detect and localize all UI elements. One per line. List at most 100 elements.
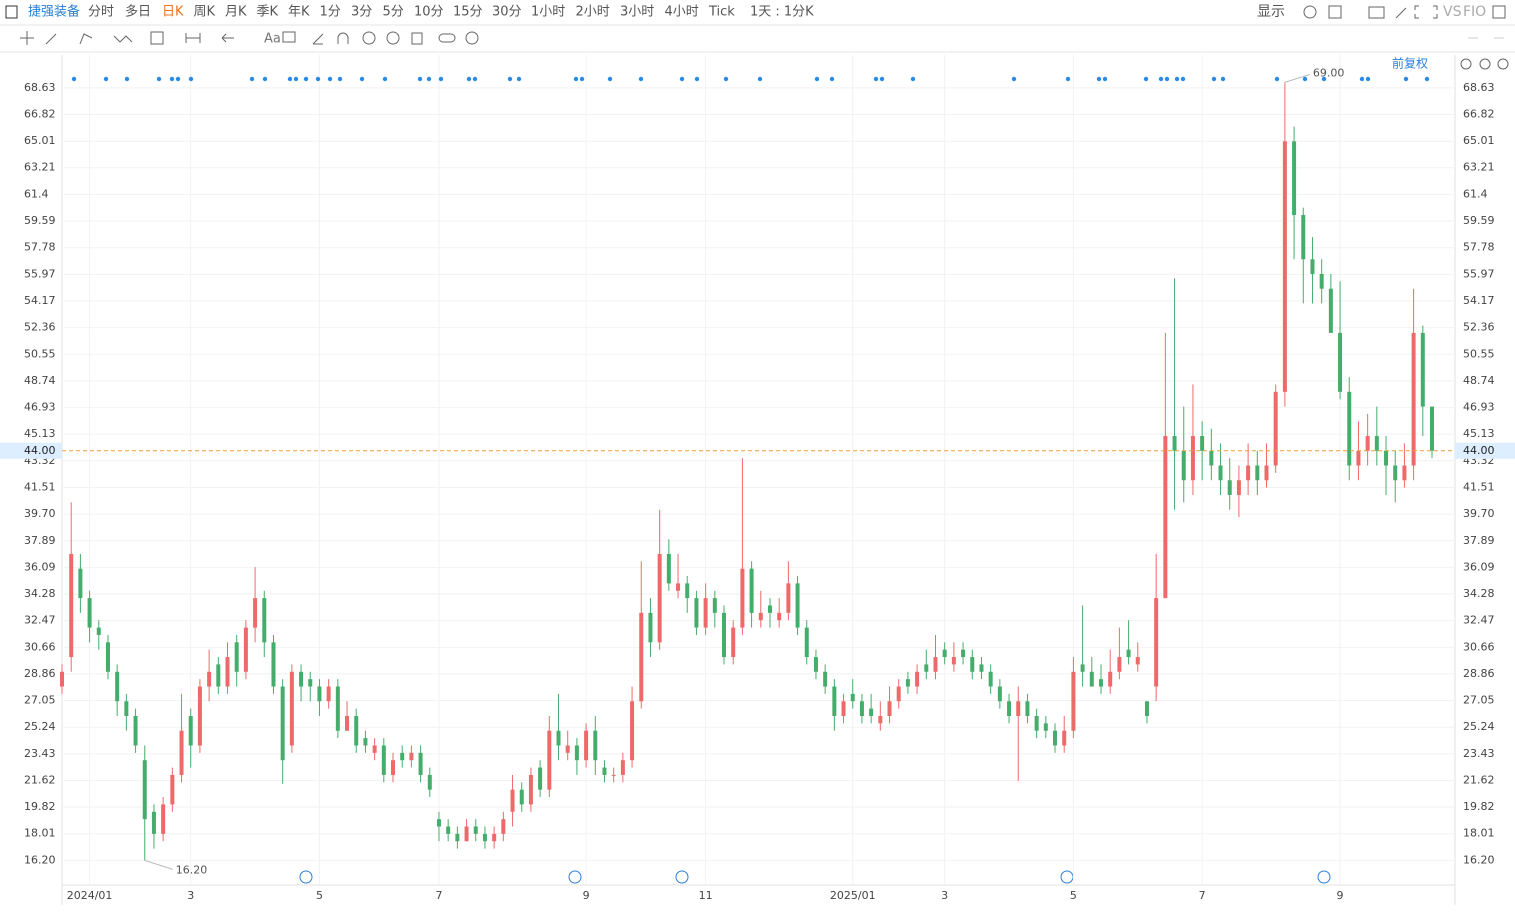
event-dot[interactable] [293,76,299,82]
event-dot[interactable] [1096,76,1102,82]
symbol-name[interactable]: 捷强装备 [28,4,80,20]
eye-tool[interactable] [386,31,400,45]
event-dot[interactable] [879,76,885,82]
period-tab[interactable]: 4小时 [665,5,699,20]
event-dot[interactable] [679,76,685,82]
adjust-label[interactable]: 前复权 [1392,56,1428,71]
settings-tool[interactable] [465,31,479,45]
period-tab[interactable]: 1天 : 1分K [750,5,814,20]
period-tab[interactable]: 年K [288,5,310,20]
event-dot[interactable] [873,76,879,82]
magnet-tool[interactable] [337,32,349,44]
earnings-marker[interactable] [1317,870,1331,884]
period-tab[interactable]: 2小时 [576,5,610,20]
period-tab[interactable]: 30分 [492,5,522,20]
reset-icon[interactable] [1460,58,1472,70]
event-dot[interactable] [472,76,478,82]
event-dot[interactable] [188,76,194,82]
period-tab[interactable]: 3小时 [620,5,654,20]
zoom-out-icon[interactable] [1479,58,1491,70]
period-tab[interactable]: 多日 [125,4,151,20]
compare-tool[interactable] [438,33,456,43]
period-tab[interactable]: 10分 [414,5,444,20]
event-dot[interactable] [1164,76,1170,82]
event-dot[interactable] [1180,76,1186,82]
toolbar-right[interactable]: VS [1443,4,1462,20]
event-dot[interactable] [327,76,333,82]
earnings-marker[interactable] [568,870,582,884]
event-dot[interactable] [287,76,293,82]
event-dot[interactable] [156,76,162,82]
event-dot[interactable] [1365,76,1371,82]
zoom-in-icon[interactable] [1497,58,1509,70]
event-dot[interactable] [516,76,522,82]
arrow-tool[interactable] [221,33,234,43]
event-dot[interactable] [1143,76,1149,82]
note-tool[interactable] [282,31,296,43]
period-tab[interactable]: 日K [162,5,184,20]
event-dot[interactable] [71,76,77,82]
wave-tool[interactable] [113,35,133,43]
event-dot[interactable] [426,76,432,82]
event-dot[interactable] [694,76,700,82]
period-tab[interactable]: 周K [194,5,216,20]
toolbar-right[interactable]: 显示 [1257,4,1285,20]
move-tool[interactable] [20,31,34,45]
event-dot[interactable] [829,76,835,82]
angle-tool[interactable] [312,33,324,45]
event-dot[interactable] [1220,76,1226,82]
event-dot[interactable] [1174,76,1180,82]
event-dot[interactable] [438,76,444,82]
earnings-marker[interactable] [675,870,689,884]
event-dot[interactable] [303,76,309,82]
text-tool[interactable]: Aa [264,32,281,47]
event-dot[interactable] [359,76,365,82]
toolbar-right[interactable]: FIO [1463,4,1486,20]
fullscreen-icon[interactable] [1414,5,1438,19]
fib-tool[interactable] [150,31,164,45]
event-dot[interactable] [607,76,613,82]
event-dot[interactable] [249,76,255,82]
measure-tool[interactable] [185,33,201,43]
period-tab[interactable]: 季K [257,5,279,20]
period-tab[interactable]: 3分 [351,5,372,20]
event-dot[interactable] [1302,76,1308,82]
event-dot[interactable] [638,76,644,82]
event-dot[interactable] [1274,76,1280,82]
event-dot[interactable] [757,76,763,82]
event-dot[interactable] [1424,76,1430,82]
event-dot[interactable] [1102,76,1108,82]
pen-icon[interactable] [1395,7,1407,19]
event-dot[interactable] [1211,76,1217,82]
event-dot[interactable] [175,76,181,82]
line-tool[interactable] [45,33,57,45]
event-dot[interactable] [466,76,472,82]
event-dot[interactable] [1065,76,1071,82]
period-tab[interactable]: 5分 [383,5,404,20]
channel-tool[interactable] [79,33,93,45]
event-dot[interactable] [315,76,321,82]
panel-icon[interactable] [1492,5,1506,19]
period-tab[interactable]: 15分 [453,5,483,20]
event-dot[interactable] [723,76,729,82]
event-dot[interactable] [169,76,175,82]
sidebar-icon[interactable] [5,5,18,19]
event-dot[interactable] [814,76,820,82]
period-tab[interactable]: Tick [708,5,735,20]
event-dot[interactable] [262,76,268,82]
event-dot[interactable] [103,76,109,82]
event-dot[interactable] [1321,76,1327,82]
event-dot[interactable] [417,76,423,82]
event-dot[interactable] [507,76,513,82]
event-dot[interactable] [1011,76,1017,82]
event-dot[interactable] [382,76,388,82]
event-dot[interactable] [1403,76,1409,82]
period-tab[interactable]: 1小时 [531,5,565,20]
period-tab[interactable]: 月K [225,5,247,20]
event-dot[interactable] [1359,76,1365,82]
earnings-marker[interactable] [299,870,313,884]
event-dot[interactable] [579,76,585,82]
delete-tool[interactable] [411,32,423,45]
event-dot[interactable] [124,76,130,82]
event-dot[interactable] [337,76,343,82]
